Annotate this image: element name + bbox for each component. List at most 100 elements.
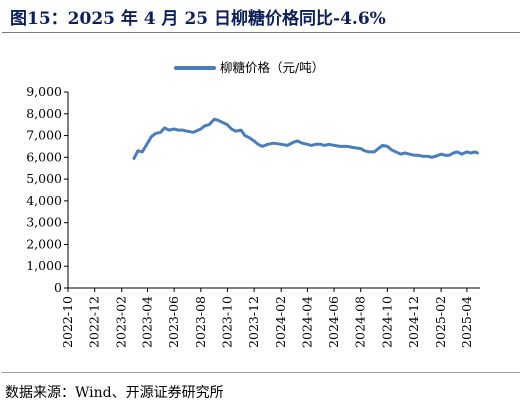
data-point xyxy=(177,129,179,131)
data-point xyxy=(426,155,429,157)
data-point xyxy=(293,141,295,143)
x-tick-label: 2023-02 xyxy=(114,296,129,348)
y-tick-label: 9,000 xyxy=(26,84,62,99)
data-point xyxy=(413,154,415,156)
data-point xyxy=(192,131,195,134)
data-point xyxy=(301,142,304,144)
y-tick-label: 2,000 xyxy=(26,236,62,251)
y-tick-label: 5,000 xyxy=(26,171,62,186)
x-tick-label: 2024-08 xyxy=(353,296,368,348)
data-point xyxy=(306,143,309,146)
source-note: 数据来源：Wind、开源证券研究所 xyxy=(5,385,224,401)
data-point xyxy=(235,130,237,132)
data-point xyxy=(466,151,468,153)
data-point xyxy=(373,151,376,153)
x-tick-label: 2023-12 xyxy=(246,296,261,348)
data-point xyxy=(141,151,144,153)
data-point xyxy=(377,147,380,150)
data-point xyxy=(230,128,233,130)
data-point xyxy=(297,140,299,142)
data-point xyxy=(186,130,189,132)
sugar-price-line-chart: 柳糖价格（元/吨） 0 1,000 2,000 3,000 4,000 5,000 6,00… xyxy=(26,60,480,348)
data-point xyxy=(310,144,313,147)
data-point xyxy=(390,148,393,151)
data-point xyxy=(323,144,326,147)
y-tick-label: 1,000 xyxy=(26,258,62,273)
data-point xyxy=(363,150,366,152)
y-tick-label: 7,000 xyxy=(26,128,62,143)
y-tick-label: 4,000 xyxy=(26,193,62,208)
data-point xyxy=(159,131,162,134)
y-tick-label: 8,000 xyxy=(26,106,62,121)
data-point xyxy=(440,153,442,155)
data-point xyxy=(346,145,349,148)
x-tick-label: 2024-12 xyxy=(406,296,421,348)
y-tick-label: 6,000 xyxy=(26,149,62,164)
data-point xyxy=(240,129,242,131)
data-point xyxy=(417,154,419,156)
data-point xyxy=(253,140,255,142)
data-point xyxy=(146,142,149,144)
data-point xyxy=(155,132,157,135)
title-divider xyxy=(2,32,520,33)
data-point xyxy=(435,155,437,157)
data-point xyxy=(217,119,220,122)
data-point xyxy=(208,123,210,126)
data-point xyxy=(221,121,224,124)
data-point xyxy=(460,153,463,155)
data-point xyxy=(248,136,251,139)
data-point xyxy=(133,157,135,160)
data-point xyxy=(359,147,362,150)
data-point xyxy=(386,145,389,148)
data-point xyxy=(448,154,451,156)
x-tick-label: 2024-10 xyxy=(379,296,394,348)
data-point xyxy=(328,143,330,146)
x-tick-label: 2025-04 xyxy=(459,296,474,348)
data-point xyxy=(213,118,216,120)
x-tick-label: 2022-10 xyxy=(60,296,75,348)
y-axis: 0 1,000 2,000 3,000 4,000 5,000 6,000 7,000 8,00… xyxy=(26,84,69,295)
x-tick-label: 2024-06 xyxy=(326,296,341,348)
data-point xyxy=(200,128,202,130)
chart-legend: 柳糖价格（元/吨） xyxy=(174,60,324,75)
x-tick-label: 2023-08 xyxy=(193,296,208,348)
data-point xyxy=(257,143,259,146)
data-point xyxy=(163,127,166,129)
data-point xyxy=(150,135,153,138)
data-point xyxy=(137,150,139,152)
data-point xyxy=(244,134,246,137)
data-point xyxy=(400,153,402,155)
data-point xyxy=(394,151,397,153)
data-point xyxy=(339,145,342,148)
y-tick-label: 0 xyxy=(54,280,62,295)
data-point xyxy=(456,151,459,153)
footer-divider xyxy=(2,372,520,373)
data-point xyxy=(430,156,433,159)
data-point xyxy=(204,125,206,127)
data-point xyxy=(381,144,384,147)
y-tick-label: 3,000 xyxy=(26,215,62,230)
data-point xyxy=(408,153,411,155)
data-point xyxy=(421,155,424,157)
x-tick-label: 2025-02 xyxy=(433,296,448,348)
x-tick-label: 2023-10 xyxy=(219,296,234,348)
data-point xyxy=(444,154,446,156)
x-tick-label: 2024-04 xyxy=(299,296,314,348)
x-tick-label: 2023-06 xyxy=(166,296,181,348)
x-tick-label: 2022-12 xyxy=(87,296,102,348)
data-point xyxy=(280,143,283,146)
x-tick-label: 2023-04 xyxy=(140,296,155,348)
series-line-0 xyxy=(132,117,479,160)
data-point xyxy=(168,129,170,131)
data-point xyxy=(452,152,455,154)
data-point xyxy=(333,144,335,147)
data-point xyxy=(404,152,406,154)
data-point xyxy=(314,143,317,146)
figure-title: 图15：2025 年 4 月 25 日柳糖价格同比-4.6% xyxy=(10,9,386,29)
data-point xyxy=(266,143,269,146)
x-tick-label: 2024-02 xyxy=(273,296,288,348)
data-point xyxy=(181,129,184,131)
data-point xyxy=(226,123,229,126)
data-point xyxy=(286,144,289,147)
data-point xyxy=(474,151,477,153)
